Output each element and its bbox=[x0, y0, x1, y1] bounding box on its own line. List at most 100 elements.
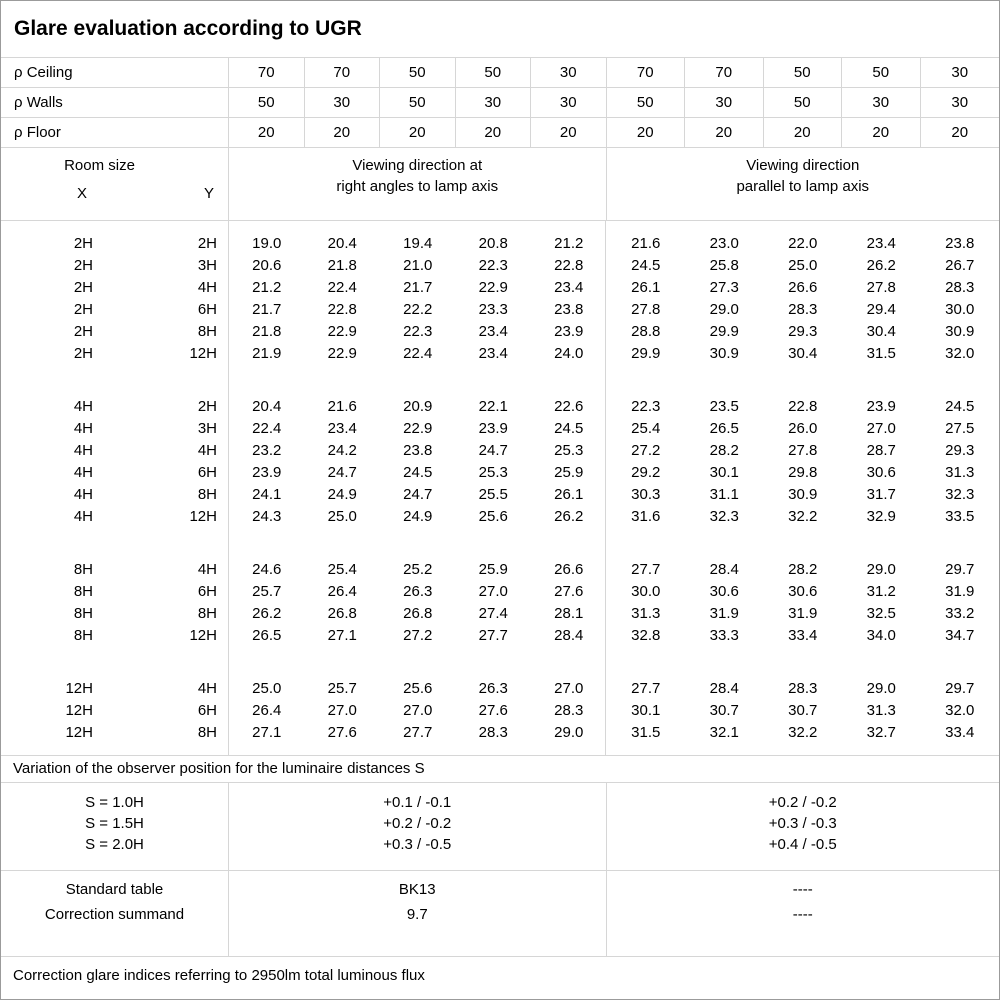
room-x-value: 4H bbox=[73, 464, 93, 481]
ugr-value: 22.9 bbox=[478, 279, 508, 296]
ugr-value: 25.3 bbox=[554, 442, 584, 459]
room-y-value: 12H bbox=[189, 345, 217, 362]
ugr-value: 23.9 bbox=[554, 323, 584, 340]
ugr-value: 23.4 bbox=[327, 420, 357, 437]
room-y-value: 8H bbox=[197, 724, 217, 741]
ugr-value: 31.2 bbox=[866, 583, 896, 600]
ugr-value: 26.2 bbox=[866, 257, 896, 274]
ugr-block: 2H 2H 19.0 20.4 19.4 20.8 21.2 21.6 23.0 22.0 23.4… bbox=[1, 233, 999, 365]
room-y-value: 8H bbox=[197, 323, 217, 340]
s-correction-value: +0.3 / -0.3 bbox=[768, 815, 837, 832]
ugr-value: 19.0 bbox=[252, 235, 282, 252]
reflectance-label: ρ Floor bbox=[1, 118, 229, 147]
ugr-value: 28.3 bbox=[788, 301, 818, 318]
ugr-value: 28.4 bbox=[709, 680, 739, 697]
ugr-value: 22.4 bbox=[252, 420, 282, 437]
ugr-value: 20.6 bbox=[252, 257, 282, 274]
ugr-value: 20.9 bbox=[403, 398, 433, 415]
ugr-value: 28.4 bbox=[554, 627, 584, 644]
reflectance-value: 50 bbox=[607, 88, 685, 117]
correction-summand-value: 9.7 bbox=[406, 906, 428, 923]
ugr-value: 20.8 bbox=[478, 235, 508, 252]
room-x-value: 12H bbox=[65, 680, 93, 697]
ugr-value: 32.1 bbox=[709, 724, 739, 741]
correction-summand-label: Correction summand bbox=[44, 906, 185, 923]
reflectance-value: 70 bbox=[607, 58, 685, 87]
room-x-value: 4H bbox=[73, 486, 93, 503]
room-y-value: 8H bbox=[197, 605, 217, 622]
ugr-value: 32.7 bbox=[866, 724, 896, 741]
room-y-value: 12H bbox=[189, 508, 217, 525]
ugr-value: 25.4 bbox=[631, 420, 661, 437]
ugr-row: 2H 12H 21.9 22.9 22.4 23.4 24.0 29.9 30.9 30.4 31.… bbox=[1, 343, 999, 365]
room-x-value: 12H bbox=[65, 724, 93, 741]
reflectance-value: 70 bbox=[685, 58, 764, 87]
ugr-value: 28.3 bbox=[554, 702, 584, 719]
ugr-value: 29.0 bbox=[554, 724, 584, 741]
reflectance-value: 50 bbox=[456, 58, 531, 87]
s-correction-value: +0.3 / -0.5 bbox=[383, 836, 452, 853]
ugr-value: 24.7 bbox=[327, 464, 357, 481]
ugr-value: 30.6 bbox=[788, 583, 818, 600]
ugr-value: 28.7 bbox=[866, 442, 896, 459]
ugr-value: 30.4 bbox=[866, 323, 896, 340]
ugr-value: 22.9 bbox=[327, 345, 357, 362]
reflectance-value: 70 bbox=[305, 58, 380, 87]
ugr-value: 27.0 bbox=[554, 680, 584, 697]
ugr-value: 29.0 bbox=[709, 301, 739, 318]
ugr-value: 22.4 bbox=[327, 279, 357, 296]
ugr-row: 8H 12H 26.5 27.1 27.2 27.7 28.4 32.8 33.3 33.4 34.… bbox=[1, 625, 999, 647]
ugr-row: 4H 2H 20.4 21.6 20.9 22.1 22.6 22.3 23.5 22.8 23.9… bbox=[1, 396, 999, 418]
ugr-value: 30.1 bbox=[631, 702, 661, 719]
room-x-value: 2H bbox=[73, 323, 93, 340]
ugr-value: 25.7 bbox=[327, 680, 357, 697]
parallel-header: Viewing direction parallel to lamp axis bbox=[736, 157, 870, 195]
ugr-value: 21.8 bbox=[252, 323, 282, 340]
reflectance-value: 30 bbox=[305, 88, 380, 117]
reflectance-value: 30 bbox=[531, 58, 607, 87]
ugr-value: 31.9 bbox=[788, 605, 818, 622]
ugr-value: 23.4 bbox=[554, 279, 584, 296]
ugr-value: 32.8 bbox=[631, 627, 661, 644]
ugr-value: 22.3 bbox=[478, 257, 508, 274]
ugr-value: 25.4 bbox=[327, 561, 357, 578]
ugr-value: 31.9 bbox=[945, 583, 975, 600]
ugr-value: 23.0 bbox=[709, 235, 739, 252]
ugr-value: 27.3 bbox=[709, 279, 739, 296]
ugr-row: 2H 8H 21.8 22.9 22.3 23.4 23.9 28.8 29.9 29.3 30.4… bbox=[1, 321, 999, 343]
ugr-row: 4H 4H 23.2 24.2 23.8 24.7 25.3 27.2 28.2 27.8 28.7… bbox=[1, 440, 999, 462]
ugr-value: 30.9 bbox=[709, 345, 739, 362]
ugr-value: 22.9 bbox=[403, 420, 433, 437]
ugr-value: 25.0 bbox=[327, 508, 357, 525]
ugr-value: 26.2 bbox=[554, 508, 584, 525]
correction-summand-parallel-value: ---- bbox=[792, 906, 813, 923]
s-distance-label: S = 1.5H bbox=[85, 815, 144, 832]
ugr-value: 27.7 bbox=[631, 561, 661, 578]
ugr-value: 30.4 bbox=[788, 345, 818, 362]
ugr-value: 34.0 bbox=[866, 627, 896, 644]
ugr-value: 32.2 bbox=[788, 724, 818, 741]
ugr-value: 28.3 bbox=[788, 680, 818, 697]
ugr-value: 31.3 bbox=[866, 702, 896, 719]
column-header-band: Room size X Y Viewing direction at right… bbox=[1, 148, 999, 221]
ugr-value: 25.5 bbox=[478, 486, 508, 503]
reflectance-value: 30 bbox=[685, 88, 764, 117]
group-divider-line bbox=[605, 221, 606, 755]
ugr-value: 27.0 bbox=[478, 583, 508, 600]
ugr-value: 26.6 bbox=[554, 561, 584, 578]
reflectance-row: ρ Walls 50 30 50 30 30 50 30 50 30 30 bbox=[1, 88, 999, 118]
ugr-value: 26.7 bbox=[945, 257, 975, 274]
reflectance-label: ρ Walls bbox=[1, 88, 229, 117]
ugr-value: 23.4 bbox=[478, 345, 508, 362]
ugr-value: 29.0 bbox=[866, 680, 896, 697]
room-x-value: 4H bbox=[73, 398, 93, 415]
ugr-value: 25.3 bbox=[478, 464, 508, 481]
ugr-value: 24.9 bbox=[403, 508, 433, 525]
room-y-value: 6H bbox=[197, 301, 217, 318]
ugr-value: 27.0 bbox=[403, 702, 433, 719]
ugr-value: 24.7 bbox=[478, 442, 508, 459]
ugr-value: 33.5 bbox=[945, 508, 975, 525]
ugr-value: 26.8 bbox=[327, 605, 357, 622]
reflectance-value: 20 bbox=[951, 124, 969, 141]
